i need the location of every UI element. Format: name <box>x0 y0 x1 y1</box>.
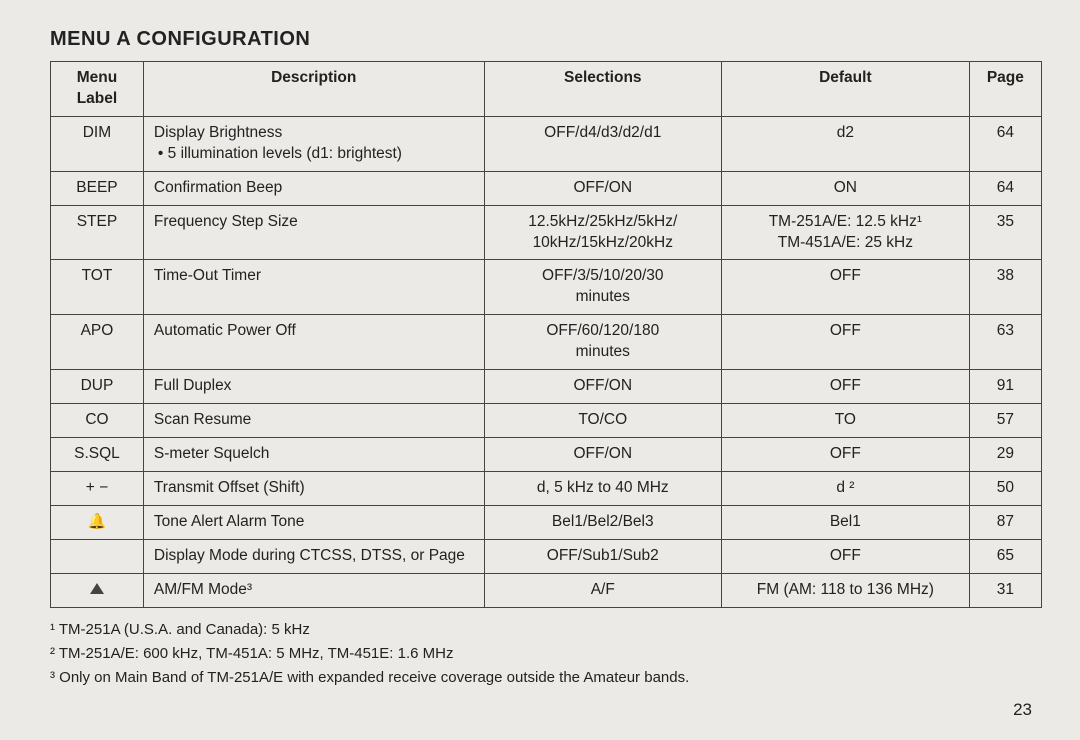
description: Time-Out Timer <box>143 260 484 315</box>
default: Bel1 <box>721 505 969 539</box>
table-row: TOTTime-Out TimerOFF/3/5/10/20/30minutes… <box>51 260 1042 315</box>
default: OFF <box>721 315 969 370</box>
menu-label: CO <box>51 404 144 438</box>
config-table: MenuLabel Description Selections Default… <box>50 61 1042 608</box>
page-ref: 63 <box>969 315 1041 370</box>
menu-label <box>51 539 144 573</box>
selections: OFF/60/120/180minutes <box>484 315 721 370</box>
description: Frequency Step Size <box>143 205 484 260</box>
page-ref: 64 <box>969 116 1041 171</box>
default: FM (AM: 118 to 136 MHz) <box>721 573 969 607</box>
table-row: AM/FM Mode³A/FFM (AM: 118 to 136 MHz)31 <box>51 573 1042 607</box>
footnote: ³ Only on Main Band of TM-251A/E with ex… <box>50 666 1042 690</box>
page-ref: 91 <box>969 370 1041 404</box>
table-row: DUPFull DuplexOFF/ONOFF91 <box>51 370 1042 404</box>
selections: 12.5kHz/25kHz/5kHz/10kHz/15kHz/20kHz <box>484 205 721 260</box>
bell-icon: 🔔 <box>88 513 107 530</box>
menu-label: APO <box>51 315 144 370</box>
default: ON <box>721 171 969 205</box>
default: OFF <box>721 370 969 404</box>
page-ref: 31 <box>969 573 1041 607</box>
menu-label: S.SQL <box>51 437 144 471</box>
menu-label: DIM <box>51 116 144 171</box>
table-row: COScan ResumeTO/COTO57 <box>51 404 1042 438</box>
selections: OFF/ON <box>484 437 721 471</box>
menu-label <box>51 573 144 607</box>
selections: Bel1/Bel2/Bel3 <box>484 505 721 539</box>
menu-label: TOT <box>51 260 144 315</box>
th-sel: Selections <box>484 62 721 117</box>
table-row: + −Transmit Offset (Shift)d, 5 kHz to 40… <box>51 471 1042 505</box>
description: Full Duplex <box>143 370 484 404</box>
description: Tone Alert Alarm Tone <box>143 505 484 539</box>
menu-label: STEP <box>51 205 144 260</box>
default: TO <box>721 404 969 438</box>
description: Transmit Offset (Shift) <box>143 471 484 505</box>
th-page: Page <box>969 62 1041 117</box>
table-row: Display Mode during CTCSS, DTSS, or Page… <box>51 539 1042 573</box>
description: Display Mode during CTCSS, DTSS, or Page <box>143 539 484 573</box>
selections: OFF/d4/d3/d2/d1 <box>484 116 721 171</box>
description: AM/FM Mode³ <box>143 573 484 607</box>
footnotes: ¹ TM-251A (U.S.A. and Canada): 5 kHz² TM… <box>50 618 1042 690</box>
default: TM-251A/E: 12.5 kHz¹TM-451A/E: 25 kHz <box>721 205 969 260</box>
selections: d, 5 kHz to 40 MHz <box>484 471 721 505</box>
footnote: ² TM-251A/E: 600 kHz, TM-451A: 5 MHz, TM… <box>50 642 1042 666</box>
table-row: BEEPConfirmation BeepOFF/ONON64 <box>51 171 1042 205</box>
table-row: 🔔 Tone Alert Alarm ToneBel1/Bel2/Bel3Bel1… <box>51 505 1042 539</box>
table-row: STEPFrequency Step Size12.5kHz/25kHz/5kH… <box>51 205 1042 260</box>
selections: OFF/ON <box>484 171 721 205</box>
default: OFF <box>721 539 969 573</box>
page-ref: 38 <box>969 260 1041 315</box>
triangle-up-icon <box>90 583 104 594</box>
menu-label: DUP <box>51 370 144 404</box>
default: OFF <box>721 437 969 471</box>
description: Display Brightness• 5 illumination level… <box>143 116 484 171</box>
page-ref: 57 <box>969 404 1041 438</box>
table-row: APOAutomatic Power OffOFF/60/120/180minu… <box>51 315 1042 370</box>
page-ref: 50 <box>969 471 1041 505</box>
th-def: Default <box>721 62 969 117</box>
table-row: S.SQLS-meter SquelchOFF/ONOFF29 <box>51 437 1042 471</box>
table-row: DIMDisplay Brightness• 5 illumination le… <box>51 116 1042 171</box>
page-ref: 87 <box>969 505 1041 539</box>
page-ref: 65 <box>969 539 1041 573</box>
default: d2 <box>721 116 969 171</box>
default: d ² <box>721 471 969 505</box>
description: S-meter Squelch <box>143 437 484 471</box>
selections: OFF/3/5/10/20/30minutes <box>484 260 721 315</box>
selections: OFF/ON <box>484 370 721 404</box>
menu-label: + − <box>51 471 144 505</box>
page-ref: 64 <box>969 171 1041 205</box>
footnote: ¹ TM-251A (U.S.A. and Canada): 5 kHz <box>50 618 1042 642</box>
menu-label: BEEP <box>51 171 144 205</box>
th-desc: Description <box>143 62 484 117</box>
selections: TO/CO <box>484 404 721 438</box>
page-number: 23 <box>1013 700 1032 720</box>
page-title: MENU A CONFIGURATION <box>50 28 1042 51</box>
description: Scan Resume <box>143 404 484 438</box>
description: Confirmation Beep <box>143 171 484 205</box>
th-menu: MenuLabel <box>51 62 144 117</box>
default: OFF <box>721 260 969 315</box>
selections: A/F <box>484 573 721 607</box>
selections: OFF/Sub1/Sub2 <box>484 539 721 573</box>
description: Automatic Power Off <box>143 315 484 370</box>
page-ref: 29 <box>969 437 1041 471</box>
menu-label: 🔔 <box>51 505 144 539</box>
page-ref: 35 <box>969 205 1041 260</box>
